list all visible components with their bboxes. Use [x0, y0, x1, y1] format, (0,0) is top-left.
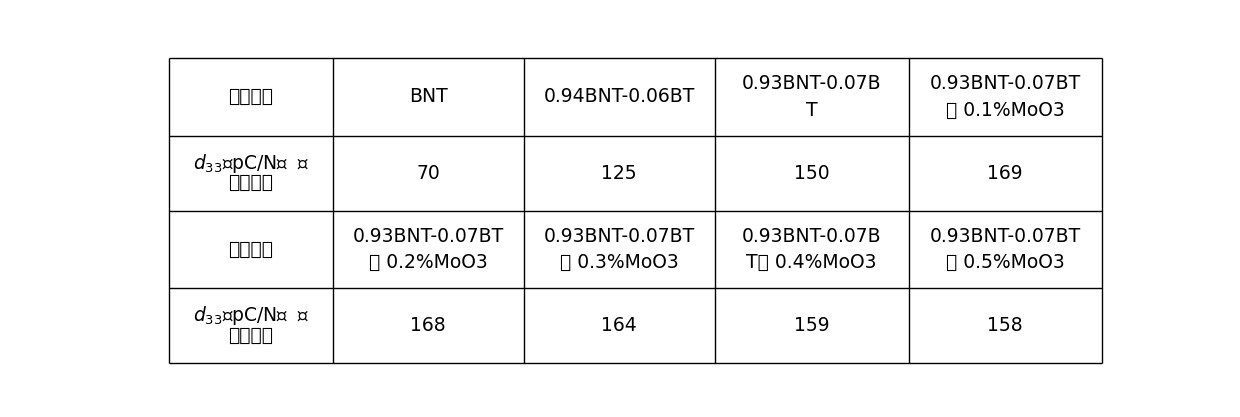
Text: 169: 169 — [987, 164, 1023, 183]
Text: 168: 168 — [410, 316, 446, 335]
Text: 0.93BNT-0.07BT
： 0.1%MoO3: 0.93BNT-0.07BT ： 0.1%MoO3 — [930, 74, 1081, 120]
Text: 0.93BNT-0.07B
T: 0.93BNT-0.07B T — [742, 74, 882, 120]
Text: BNT: BNT — [409, 88, 448, 106]
Text: 0.93BNT-0.07B
T： 0.4%MoO3: 0.93BNT-0.07B T： 0.4%MoO3 — [742, 227, 882, 272]
Text: $\mathit{d}_{33}$（pC/N，  皮: $\mathit{d}_{33}$（pC/N， 皮 — [192, 304, 309, 327]
Text: 库每牛）: 库每牛） — [228, 173, 274, 192]
Text: 125: 125 — [601, 164, 637, 183]
Text: 70: 70 — [417, 164, 440, 183]
Text: 0.94BNT-0.06BT: 0.94BNT-0.06BT — [543, 88, 694, 106]
Text: 0.93BNT-0.07BT
： 0.5%MoO3: 0.93BNT-0.07BT ： 0.5%MoO3 — [930, 227, 1081, 272]
Text: 0.93BNT-0.07BT
： 0.2%MoO3: 0.93BNT-0.07BT ： 0.2%MoO3 — [352, 227, 503, 272]
Text: 164: 164 — [601, 316, 637, 335]
Text: 陶瓷类型: 陶瓷类型 — [228, 240, 274, 259]
Text: 158: 158 — [987, 316, 1023, 335]
Text: 库每牛）: 库每牛） — [228, 326, 274, 345]
Text: 159: 159 — [794, 316, 830, 335]
Text: $\mathit{d}_{33}$（pC/N，  皮: $\mathit{d}_{33}$（pC/N， 皮 — [192, 152, 309, 175]
Text: 0.93BNT-0.07BT
： 0.3%MoO3: 0.93BNT-0.07BT ： 0.3%MoO3 — [543, 227, 694, 272]
Text: 陶瓷类型: 陶瓷类型 — [228, 88, 274, 106]
Text: 150: 150 — [794, 164, 830, 183]
